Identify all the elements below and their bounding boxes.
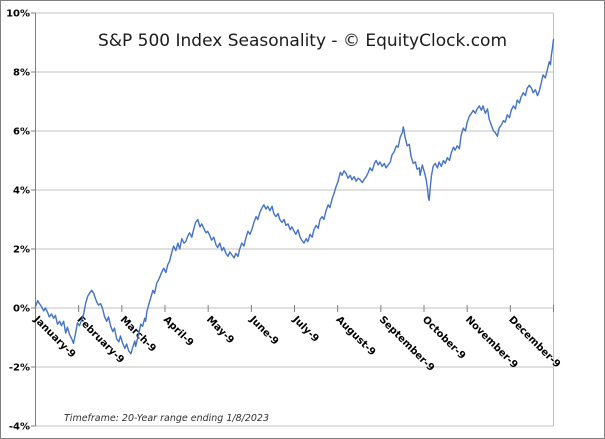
- y-axis-label: -4%: [9, 422, 30, 433]
- y-axis-label: 2%: [13, 245, 30, 256]
- y-axis-label: 10%: [6, 9, 30, 20]
- y-axis-ticks: [31, 12, 36, 427]
- timeframe-note: Timeframe: 20-Year range ending 1/8/2023: [64, 413, 270, 424]
- y-axis-label: 8%: [13, 68, 30, 79]
- x-axis-label: October-9: [420, 314, 467, 361]
- x-axis-label: August-9: [334, 314, 378, 358]
- y-axis-label: -2%: [9, 363, 30, 374]
- x-axis-label: May-9: [204, 314, 236, 346]
- gridlines: [35, 12, 554, 427]
- y-axis-label: 6%: [13, 127, 30, 138]
- x-axis-label: April-9: [161, 314, 196, 349]
- x-axis-label: June-9: [247, 314, 281, 348]
- x-axis-label: July-9: [290, 314, 321, 345]
- y-axis-label: 0%: [13, 304, 30, 315]
- y-axis-label: 4%: [13, 186, 30, 197]
- chart-title: S&P 500 Index Seasonality - © EquityCloc…: [97, 31, 508, 51]
- y-axis-labels: 10% 8% 6% 4% 2% 0% -2% -4%: [6, 9, 30, 433]
- seasonality-line: [34, 38, 555, 355]
